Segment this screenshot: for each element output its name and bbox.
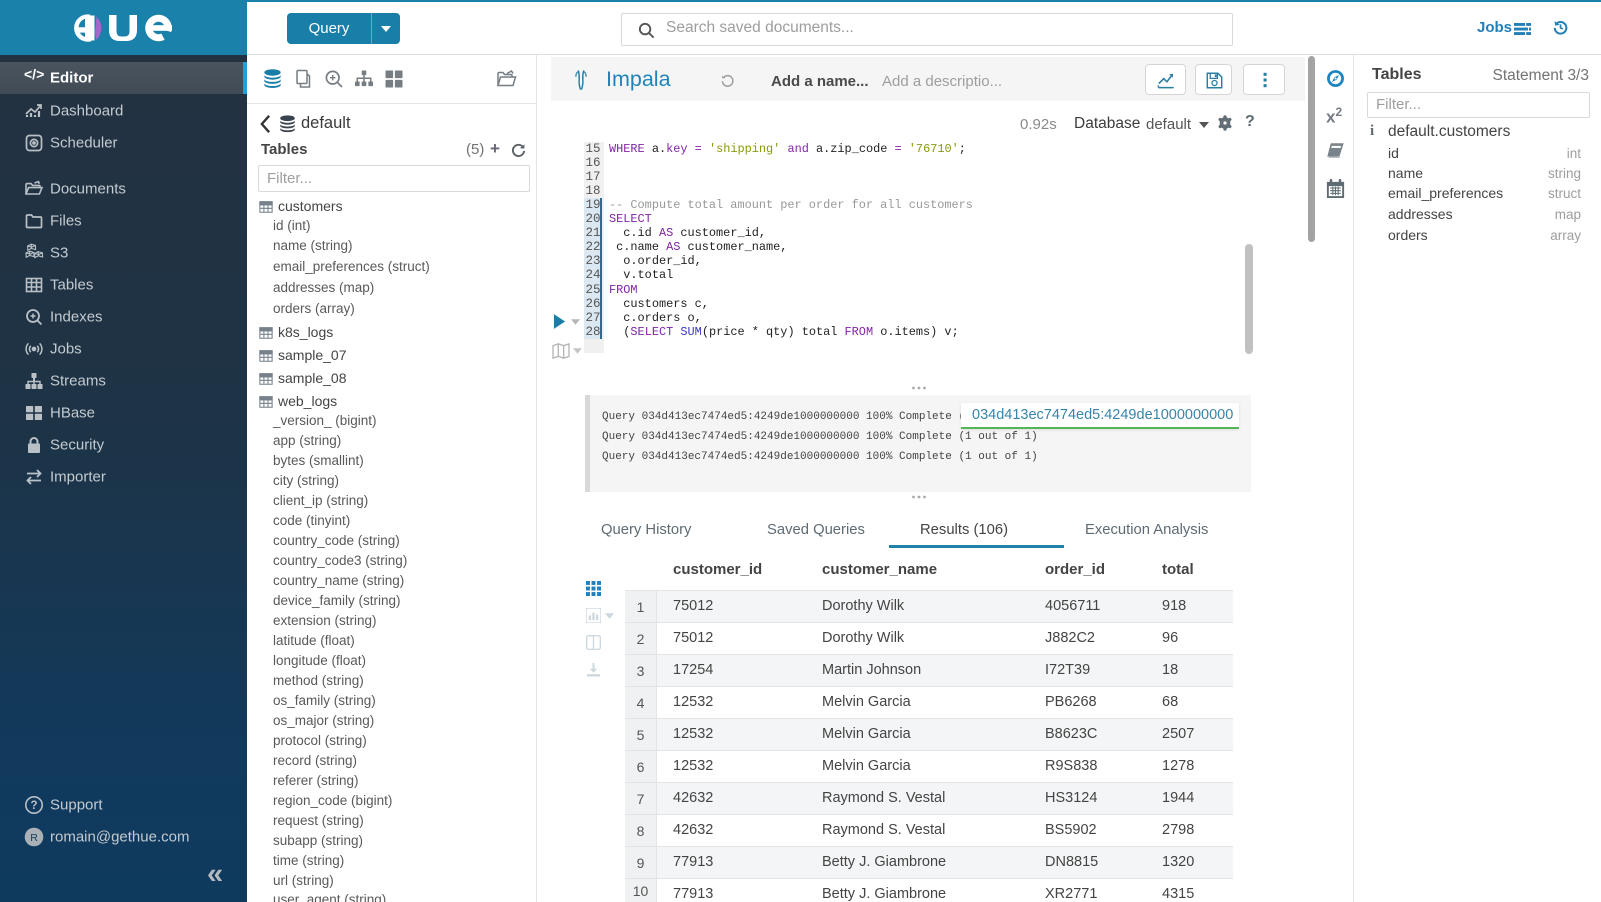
svg-text:?: ?	[30, 800, 37, 812]
svg-text:R: R	[30, 832, 38, 844]
